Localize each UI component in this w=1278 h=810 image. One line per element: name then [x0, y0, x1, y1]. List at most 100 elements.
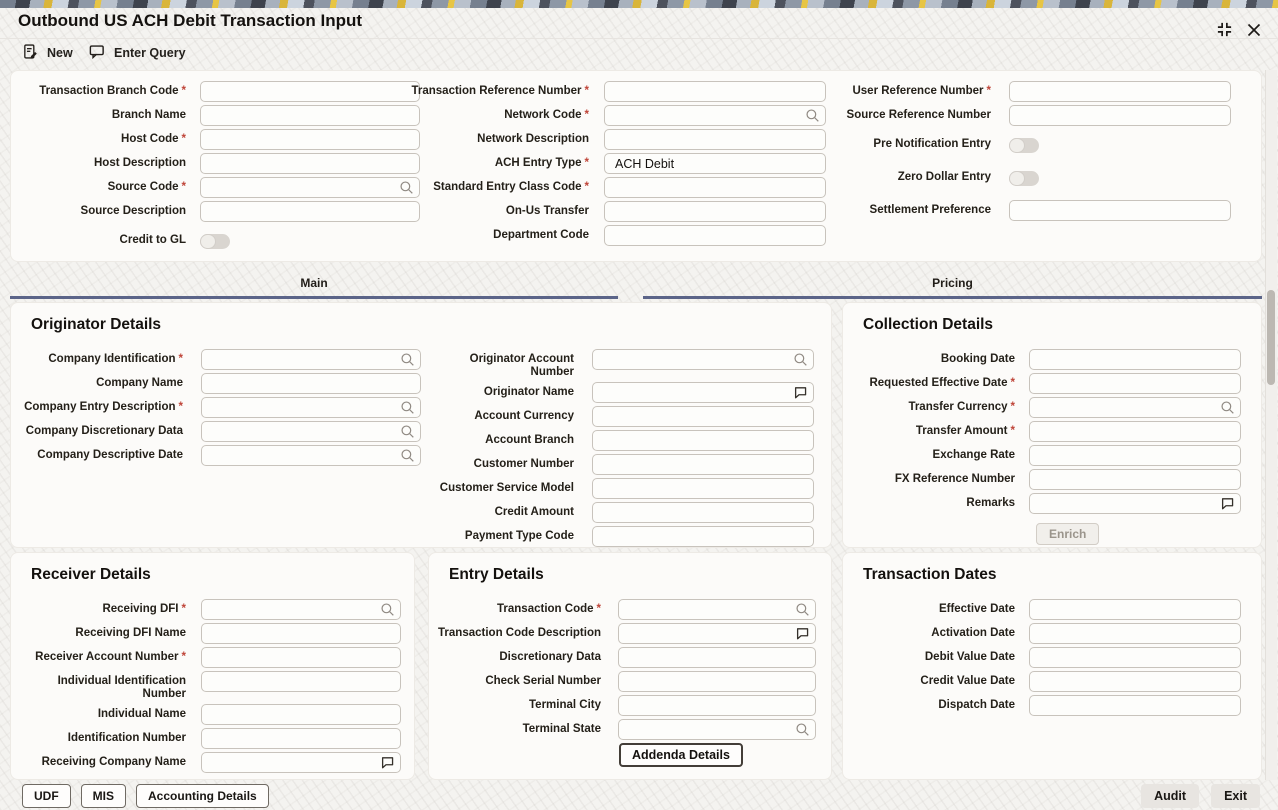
field-row-settlement-preference: Settlement Preference	[816, 200, 1231, 221]
customer-number-input[interactable]	[592, 454, 814, 476]
field-row-individual-name: Individual Name	[21, 704, 401, 726]
host-description-input[interactable]	[200, 153, 420, 174]
terminal-city-input[interactable]	[618, 695, 816, 716]
on-us-transfer-input[interactable]	[604, 201, 826, 222]
enrich-button[interactable]: Enrich	[1036, 523, 1100, 545]
discretionary-data-input[interactable]	[618, 647, 816, 668]
department-code-input[interactable]	[604, 225, 826, 246]
lov-search-icon[interactable]	[380, 602, 395, 617]
customer-service-model-input[interactable]	[592, 478, 814, 500]
new-button[interactable]: New	[22, 43, 73, 63]
individual-identification-number-input[interactable]	[201, 671, 401, 692]
receiver-account-number-input[interactable]	[201, 647, 401, 668]
individual-name-input[interactable]	[201, 704, 401, 726]
company-descriptive-date-input[interactable]	[201, 445, 421, 466]
receiving-company-name-input[interactable]	[201, 752, 401, 774]
standard-entry-class-code-input[interactable]	[604, 177, 826, 198]
branch-name-input[interactable]	[200, 105, 420, 126]
accounting-details-button[interactable]: Accounting Details	[136, 784, 269, 808]
exchange-rate-input[interactable]	[1029, 445, 1241, 466]
account-branch-input[interactable]	[592, 430, 814, 452]
field-label-text-debit-value-date: Debit Value Date	[924, 651, 1015, 663]
originator-account-number-input[interactable]	[592, 349, 814, 370]
udf-button[interactable]: UDF	[22, 784, 71, 808]
vertical-scrollbar[interactable]	[1265, 70, 1277, 780]
field-label-transaction-code: Transaction Code *	[429, 599, 601, 616]
payment-type-code-input[interactable]	[592, 526, 814, 548]
network-description-input[interactable]	[604, 129, 826, 150]
text-editor-icon[interactable]	[1220, 496, 1235, 511]
company-name-input[interactable]	[201, 373, 421, 394]
originator-name-input[interactable]	[592, 382, 814, 404]
field-label-text-activation-date: Activation Date	[931, 627, 1015, 639]
booking-date-input[interactable]	[1029, 349, 1241, 370]
field-label-host-code: Host Code *	[17, 129, 186, 146]
source-reference-number-input[interactable]	[1009, 105, 1231, 126]
lov-search-icon[interactable]	[399, 180, 414, 195]
exit-button[interactable]: Exit	[1211, 784, 1260, 808]
source-description-input[interactable]	[200, 201, 420, 222]
company-identification-input[interactable]	[201, 349, 421, 370]
close-icon[interactable]	[1246, 22, 1262, 38]
account-currency-input[interactable]	[592, 406, 814, 428]
enter-query-button[interactable]: Enter Query	[88, 43, 186, 63]
addenda-details-button[interactable]: Addenda Details	[619, 743, 743, 767]
dispatch-date-input[interactable]	[1029, 695, 1241, 716]
activation-date-input[interactable]	[1029, 623, 1241, 644]
requested-effective-date-input[interactable]	[1029, 373, 1241, 394]
receiving-dfi-name-input[interactable]	[201, 623, 401, 644]
lov-search-icon[interactable]	[793, 352, 808, 367]
transaction-branch-code-input[interactable]	[200, 81, 420, 102]
mis-button[interactable]: MIS	[80, 784, 127, 808]
scrollbar-thumb[interactable]	[1267, 290, 1275, 385]
lov-search-icon[interactable]	[795, 602, 810, 617]
field-label-text-originator-account-number: Originator Account Number	[469, 353, 574, 379]
check-serial-number-input[interactable]	[618, 671, 816, 692]
toggle-knob	[1009, 171, 1025, 186]
transaction-reference-number-input[interactable]	[604, 81, 826, 102]
company-entry-description-input[interactable]	[201, 397, 421, 418]
company-discretionary-data-input[interactable]	[201, 421, 421, 442]
pre-notification-entry-toggle[interactable]	[1009, 138, 1039, 153]
settlement-preference-input[interactable]	[1009, 200, 1231, 221]
network-code-input[interactable]	[604, 105, 826, 126]
credit-value-date-input[interactable]	[1029, 671, 1241, 692]
transaction-code-input[interactable]	[618, 599, 816, 620]
credit-to-gl-toggle[interactable]	[200, 234, 230, 249]
lov-search-icon[interactable]	[795, 722, 810, 737]
transaction-code-description-input[interactable]	[618, 623, 816, 644]
user-reference-number-input[interactable]	[1009, 81, 1231, 102]
maximize-icon[interactable]	[1216, 21, 1233, 38]
credit-amount-input[interactable]	[592, 502, 814, 524]
tab-pricing[interactable]: Pricing	[643, 276, 1262, 290]
text-editor-icon[interactable]	[793, 385, 808, 400]
lov-search-icon[interactable]	[400, 424, 415, 439]
zero-dollar-entry-toggle[interactable]	[1009, 171, 1039, 186]
identification-number-input[interactable]	[201, 728, 401, 750]
transfer-currency-input[interactable]	[1029, 397, 1241, 418]
field-row-host-code: Host Code *	[17, 129, 420, 150]
field-label-standard-entry-class-code: Standard Entry Class Code *	[411, 177, 589, 194]
receiving-dfi-input[interactable]	[201, 599, 401, 620]
tab-main[interactable]: Main	[10, 276, 618, 290]
lov-search-icon[interactable]	[400, 352, 415, 367]
lov-search-icon[interactable]	[400, 448, 415, 463]
audit-button[interactable]: Audit	[1141, 784, 1200, 808]
text-editor-icon[interactable]	[380, 755, 395, 770]
new-document-icon	[22, 43, 39, 63]
lov-search-icon[interactable]	[1220, 400, 1235, 415]
lov-search-icon[interactable]	[805, 108, 820, 123]
ach-entry-type-input[interactable]	[604, 153, 826, 174]
fx-reference-number-input[interactable]	[1029, 469, 1241, 490]
debit-value-date-input[interactable]	[1029, 647, 1241, 668]
effective-date-input[interactable]	[1029, 599, 1241, 620]
lov-search-icon[interactable]	[400, 400, 415, 415]
field-label-zero-dollar-entry: Zero Dollar Entry	[816, 167, 991, 184]
transfer-amount-input[interactable]	[1029, 421, 1241, 442]
field-label-receiving-dfi: Receiving DFI *	[21, 599, 186, 616]
remarks-input[interactable]	[1029, 493, 1241, 514]
source-code-input[interactable]	[200, 177, 420, 198]
text-editor-icon[interactable]	[795, 626, 810, 641]
terminal-state-input[interactable]	[618, 719, 816, 740]
host-code-input[interactable]	[200, 129, 420, 150]
